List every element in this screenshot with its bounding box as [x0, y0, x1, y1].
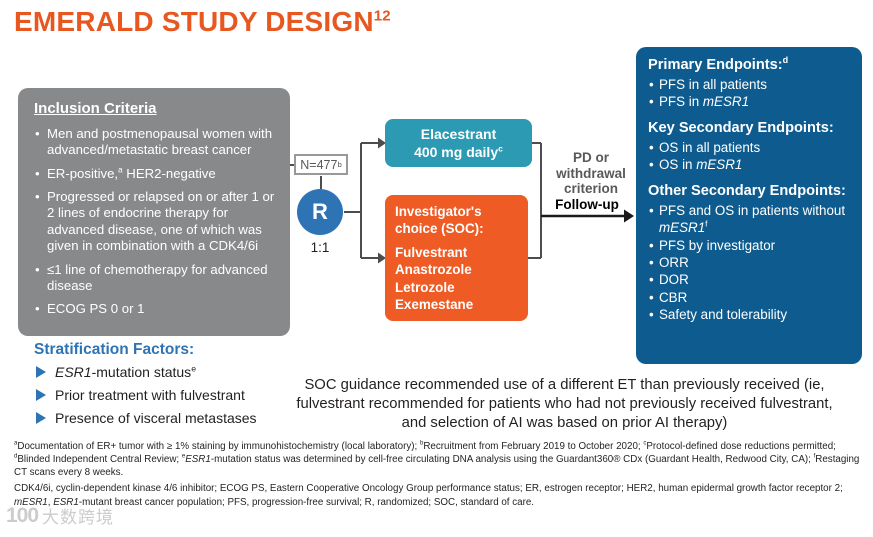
arrow-bullet-icon — [36, 366, 46, 378]
stratification-item-label: ESR1-mutation statuse — [55, 363, 197, 380]
sample-size-label: N=477 b — [294, 154, 348, 175]
stratification-item-label: Presence of visceral metastases — [55, 410, 257, 426]
endpoint-item: DOR — [649, 271, 850, 289]
key-secondary-endpoints-list: OS in all patients OS in mESR1 — [648, 139, 850, 174]
soc-heading-line1: Investigator's — [395, 204, 482, 219]
endpoints-box: Primary Endpoints:d PFS in all patients … — [636, 47, 862, 364]
elacestrant-dose: 400 mg dailyc — [414, 143, 503, 160]
follow-up-label: Follow-up — [555, 197, 619, 212]
endpoint-item: PFS in mESR1 — [649, 93, 850, 111]
stratification-list: ESR1-mutation statuse Prior treatment wi… — [36, 364, 296, 433]
soc-heading-line2: choice (SOC): — [395, 221, 484, 237]
endpoint-item: OS in mESR1 — [649, 156, 850, 174]
other-secondary-endpoints-list: PFS and OS in patients without mESR1f PF… — [648, 202, 850, 324]
endpoint-item: Safety and tolerability — [649, 306, 850, 324]
endpoints-section-other-secondary: Other Secondary Endpoints: PFS and OS in… — [648, 183, 850, 324]
elacestrant-name: Elacestrant — [420, 125, 497, 142]
arrow-bullet-icon — [36, 389, 46, 401]
inclusion-item: Progressed or relapsed on or after 1 or … — [35, 189, 276, 254]
arrow-bullet-icon — [36, 412, 46, 424]
randomization-circle: R — [297, 189, 343, 235]
other-secondary-endpoints-heading: Other Secondary Endpoints: — [648, 182, 846, 199]
soc-drug: Exemestane — [395, 296, 474, 312]
stratification-item-label: Prior treatment with fulvestrant — [55, 387, 245, 403]
elacestrant-arm-box: Elacestrant 400 mg dailyc — [385, 119, 532, 167]
page-title: EMERALD STUDY DESIGN12 — [14, 6, 391, 38]
endpoints-section-key-secondary: Key Secondary Endpoints: OS in all patie… — [648, 120, 850, 174]
footnote-definitions: aDocumentation of ER+ tumor with ≥ 1% st… — [14, 440, 860, 479]
endpoint-item: ORR — [649, 254, 850, 272]
stratification-item: Presence of visceral metastases — [36, 410, 296, 426]
endpoint-item: PFS by investigator — [649, 237, 850, 255]
inclusion-item: ≤1 line of chemotherapy for advanced dis… — [35, 262, 276, 295]
soc-guidance-text: SOC guidance recommended use of a differ… — [296, 377, 833, 432]
inclusion-item: ER-positive,a HER2-negative — [35, 166, 276, 183]
inclusion-item: Men and postmenopausal women with advanc… — [35, 126, 276, 159]
primary-endpoints-heading: Primary Endpoints:d — [648, 55, 789, 73]
endpoint-item: PFS and OS in patients without mESR1f — [649, 202, 850, 237]
watermark-text: 大数跨境 — [42, 508, 115, 527]
soc-arm-box: Investigator's choice (SOC): Fulvestrant… — [385, 195, 528, 321]
stratification-heading: Stratification Factors: — [34, 341, 195, 358]
inclusion-heading: Inclusion Criteria — [34, 100, 157, 117]
endpoint-item: CBR — [649, 289, 850, 307]
soc-drug: Anastrozole — [395, 262, 472, 278]
title-superscript: 12 — [373, 7, 391, 25]
soc-drug-list: Fulvestrant Anastrozole Letrozole Exemes… — [395, 244, 518, 313]
page-title-text: EMERALD STUDY DESIGN — [14, 6, 374, 37]
endpoint-item: PFS in all patients — [649, 76, 850, 94]
watermark-logo: 100 — [6, 503, 39, 527]
endpoint-item: OS in all patients — [649, 139, 850, 157]
key-secondary-endpoints-heading: Key Secondary Endpoints: — [648, 119, 834, 136]
inclusion-list: Men and postmenopausal women with advanc… — [34, 126, 276, 318]
randomization-ratio: 1:1 — [310, 240, 330, 255]
watermark: 100 大数跨境 — [6, 503, 114, 528]
endpoints-section-primary: Primary Endpoints:d PFS in all patients … — [648, 55, 850, 112]
soc-drug: Fulvestrant — [395, 245, 468, 261]
inclusion-item: ECOG PS 0 or 1 — [35, 301, 276, 318]
soc-drug: Letrozole — [395, 279, 455, 295]
pd-withdrawal-text: PD or withdrawal criterion — [556, 150, 626, 197]
footnote-abbreviations: CDK4/6i, cyclin-dependent kinase 4/6 inh… — [14, 483, 843, 508]
footnotes: aDocumentation of ER+ tumor with ≥ 1% st… — [14, 440, 860, 512]
stratification-item: Prior treatment with fulvestrant — [36, 387, 296, 403]
primary-endpoints-list: PFS in all patients PFS in mESR1 — [648, 76, 850, 111]
inclusion-criteria-box: Inclusion Criteria Men and postmenopausa… — [18, 88, 290, 336]
stratification-item: ESR1-mutation statuse — [36, 364, 296, 380]
